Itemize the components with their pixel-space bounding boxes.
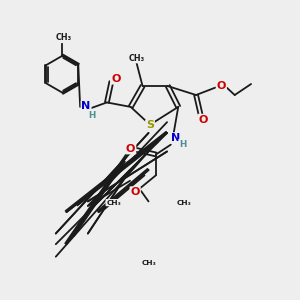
Text: N: N (82, 101, 91, 111)
Text: S: S (146, 120, 154, 130)
Text: O: O (126, 143, 135, 154)
Text: O: O (217, 81, 226, 91)
Text: H: H (179, 140, 186, 148)
Text: H: H (88, 111, 95, 120)
Text: O: O (198, 115, 208, 125)
Text: CH₃: CH₃ (106, 200, 121, 206)
Text: N: N (171, 133, 181, 143)
Text: CH₃: CH₃ (129, 54, 145, 63)
Text: O: O (130, 187, 140, 197)
Text: CH₃: CH₃ (141, 260, 156, 266)
Text: CH₃: CH₃ (176, 200, 191, 206)
Text: O: O (111, 74, 121, 84)
Text: CH₃: CH₃ (56, 33, 72, 42)
